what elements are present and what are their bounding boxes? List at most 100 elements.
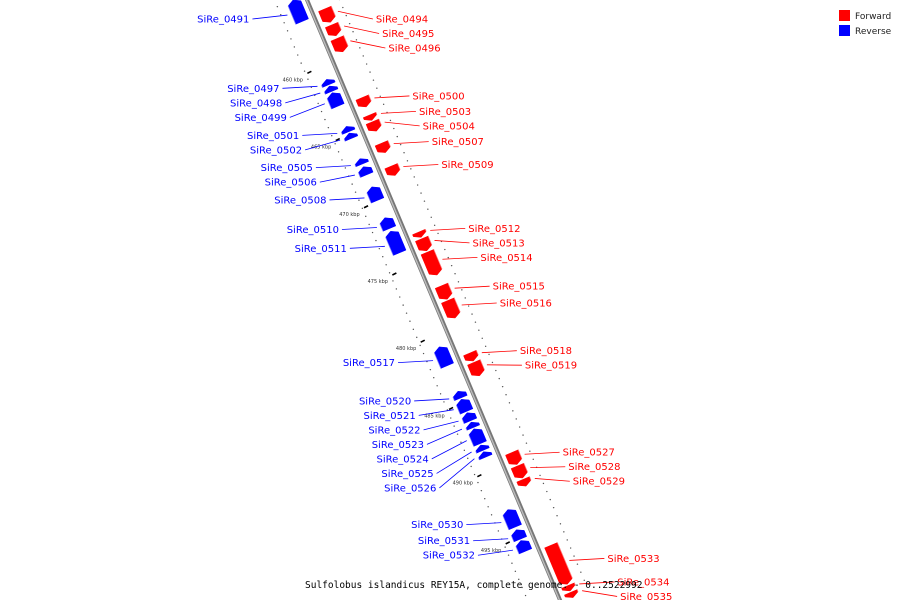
gene-leader-SiRe_0521 xyxy=(418,409,454,416)
gene-label-SiRe_0498: SiRe_0498 xyxy=(230,98,282,109)
gene-shade-SiRe_0508 xyxy=(364,189,372,204)
gene-leader-SiRe_0496 xyxy=(350,40,386,49)
gene-label-SiRe_0515: SiRe_0515 xyxy=(493,282,545,293)
guide-dot xyxy=(410,168,412,170)
tick-mark xyxy=(448,406,454,411)
guide-dot xyxy=(549,498,551,501)
guide-dot xyxy=(412,328,415,331)
gene-shade-SiRe_0530 xyxy=(500,512,510,530)
gene-leader-SiRe_0527 xyxy=(524,451,560,455)
tick-label: 485 kbp xyxy=(424,413,444,419)
tick-label: 495 kbp xyxy=(481,548,501,554)
guide-dot xyxy=(529,450,531,452)
guide-dot xyxy=(444,248,446,251)
guide-dot xyxy=(495,369,497,372)
guide-dot xyxy=(487,506,489,508)
guide-dot xyxy=(307,78,309,80)
guide-dot xyxy=(429,368,432,371)
gene-arrow-SiRe_0500 xyxy=(355,94,372,108)
guide-dot xyxy=(521,586,523,589)
gene-arrow-SiRe_0535 xyxy=(564,589,579,598)
guide-dot xyxy=(580,571,582,573)
guide-dot xyxy=(365,63,368,65)
gene-shade-SiRe_0495 xyxy=(337,21,344,34)
gene-shade-SiRe_0509 xyxy=(397,163,403,173)
gene-label-SiRe_0512: SiRe_0512 xyxy=(468,224,520,235)
tick-mark xyxy=(505,541,511,545)
gene-label-SiRe_0519: SiRe_0519 xyxy=(525,361,577,372)
guide-dot xyxy=(515,418,517,420)
gene-shade-SiRe_0500 xyxy=(368,94,374,105)
guide-dot xyxy=(433,377,435,379)
gene-arrow-SiRe_0496 xyxy=(330,35,349,53)
guide-dot xyxy=(497,530,500,532)
gene-shade-SiRe_0511 xyxy=(383,233,394,256)
gene-arrow-SiRe_0531 xyxy=(511,529,528,543)
gene-label-SiRe_0524: SiRe_0524 xyxy=(377,454,429,465)
guide-dot xyxy=(542,482,545,485)
gene-arrow-SiRe_0515 xyxy=(434,282,453,300)
gene-label-SiRe_0504: SiRe_0504 xyxy=(423,121,475,132)
guide-dot xyxy=(371,231,374,234)
guide-dot xyxy=(389,119,392,122)
guide-dot xyxy=(379,95,381,97)
guide-dot xyxy=(539,474,541,477)
gene-label-SiRe_0535: SiRe_0535 xyxy=(620,592,672,600)
gene-leader-SiRe_0501 xyxy=(302,132,338,136)
guide-dot xyxy=(576,563,579,565)
gene-label-SiRe_0503: SiRe_0503 xyxy=(419,107,471,118)
gene-leader-SiRe_0514 xyxy=(442,256,478,260)
gene-leader-SiRe_0533 xyxy=(569,558,605,561)
gene-arrow-SiRe_0503 xyxy=(362,111,378,121)
gene-arrow-SiRe_0491 xyxy=(287,0,309,25)
gene-leader-SiRe_0515 xyxy=(454,285,490,289)
guide-dot xyxy=(337,151,340,153)
guide-dot xyxy=(522,434,524,436)
gene-leader-SiRe_0500 xyxy=(374,95,410,99)
gene-arrow-SiRe_0497 xyxy=(321,79,336,88)
guide-dot xyxy=(563,531,565,533)
gene-label-SiRe_0506: SiRe_0506 xyxy=(265,178,317,189)
gene-arrow-SiRe_0508 xyxy=(366,186,385,204)
guide-dot xyxy=(303,70,306,72)
gene-leader-SiRe_0498 xyxy=(285,92,321,104)
gene-label-SiRe_0497: SiRe_0497 xyxy=(227,84,279,95)
gene-arrow-SiRe_0499 xyxy=(326,92,345,110)
guide-dot xyxy=(552,506,555,509)
gene-arrow-SiRe_0505 xyxy=(354,158,369,168)
guide-dot xyxy=(413,176,415,178)
guide-dot xyxy=(463,449,466,452)
gene-arrow-SiRe_0510 xyxy=(379,217,397,232)
guide-dot xyxy=(344,167,347,169)
gene-leader-SiRe_0491 xyxy=(252,14,288,20)
gene-label-SiRe_0533: SiRe_0533 xyxy=(607,554,659,565)
guide-dot xyxy=(480,489,483,492)
gene-leader-SiRe_0511 xyxy=(349,245,385,249)
gene-label-SiRe_0501: SiRe_0501 xyxy=(247,131,299,142)
guide-dot xyxy=(461,289,463,291)
guide-dot xyxy=(488,353,490,356)
guide-dot xyxy=(467,457,469,460)
guide-dot xyxy=(484,345,487,348)
gene-shade-SiRe_0524 xyxy=(466,431,475,447)
gene-shade-SiRe_0505 xyxy=(352,161,357,167)
guide-dot xyxy=(403,152,405,154)
gene-shade-SiRe_0517 xyxy=(432,349,442,369)
guide-dot xyxy=(569,547,572,549)
gene-leader-SiRe_0525 xyxy=(436,451,472,474)
gene-leader-SiRe_0523 xyxy=(426,428,463,445)
gene-leader-SiRe_0532 xyxy=(477,549,514,556)
guide-dot xyxy=(514,570,517,573)
gene-label-SiRe_0527: SiRe_0527 xyxy=(563,448,615,459)
gene-label-SiRe_0496: SiRe_0496 xyxy=(388,44,440,55)
guide-dot xyxy=(433,224,436,227)
gene-arrow-SiRe_0509 xyxy=(384,163,401,176)
guide-dot xyxy=(583,579,585,581)
gene-arrow-SiRe_0517 xyxy=(433,346,454,369)
gene-label-SiRe_0510: SiRe_0510 xyxy=(287,225,339,236)
guide-dot xyxy=(396,135,398,138)
guide-dot xyxy=(507,554,510,556)
gene-label-SiRe_0531: SiRe_0531 xyxy=(418,536,470,547)
gene-shade-SiRe_0521 xyxy=(454,401,461,415)
guide-dot xyxy=(450,417,452,419)
